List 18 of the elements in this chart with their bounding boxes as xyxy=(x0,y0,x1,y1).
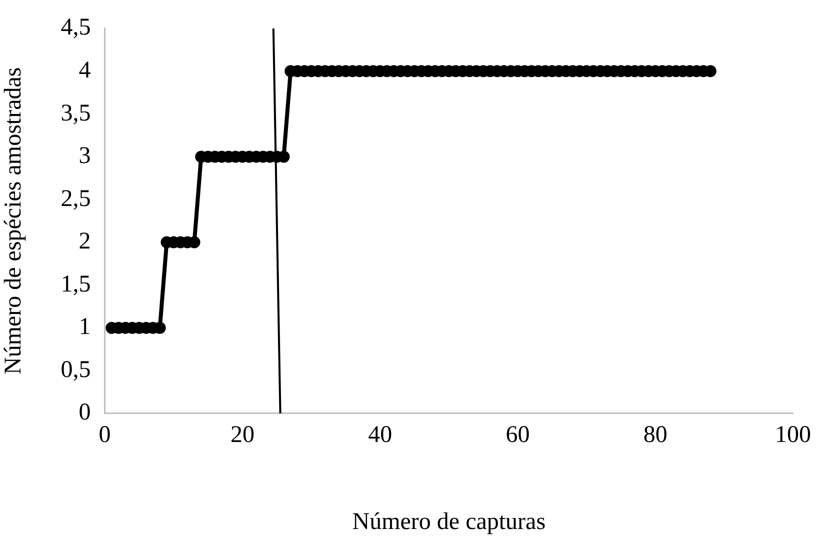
y-tick-label: 1,5 xyxy=(60,271,91,298)
x-tick-label: 100 xyxy=(775,422,811,448)
y-tick-label: 1 xyxy=(78,314,91,340)
y-tick-label: 2,5 xyxy=(60,186,91,212)
x-axis-title: Número de capturas xyxy=(352,508,546,535)
x-tick-label: 60 xyxy=(506,422,530,448)
y-tick-label: 4,5 xyxy=(60,14,91,41)
y-axis-title: Número de espécies amostradas xyxy=(0,67,27,375)
y-tick-label: 0 xyxy=(78,400,91,426)
x-tick-label: 40 xyxy=(368,422,392,448)
y-tick-label: 2 xyxy=(78,228,91,255)
y-tick-label: 4 xyxy=(78,57,91,84)
x-tick-label: 80 xyxy=(643,422,668,448)
x-tick-label: 20 xyxy=(230,422,254,448)
y-tick-label: 3 xyxy=(78,143,91,170)
y-tick-label: 0,5 xyxy=(60,356,91,383)
x-tick-label: 0 xyxy=(98,422,111,448)
y-tick-label: 3,5 xyxy=(60,100,91,126)
